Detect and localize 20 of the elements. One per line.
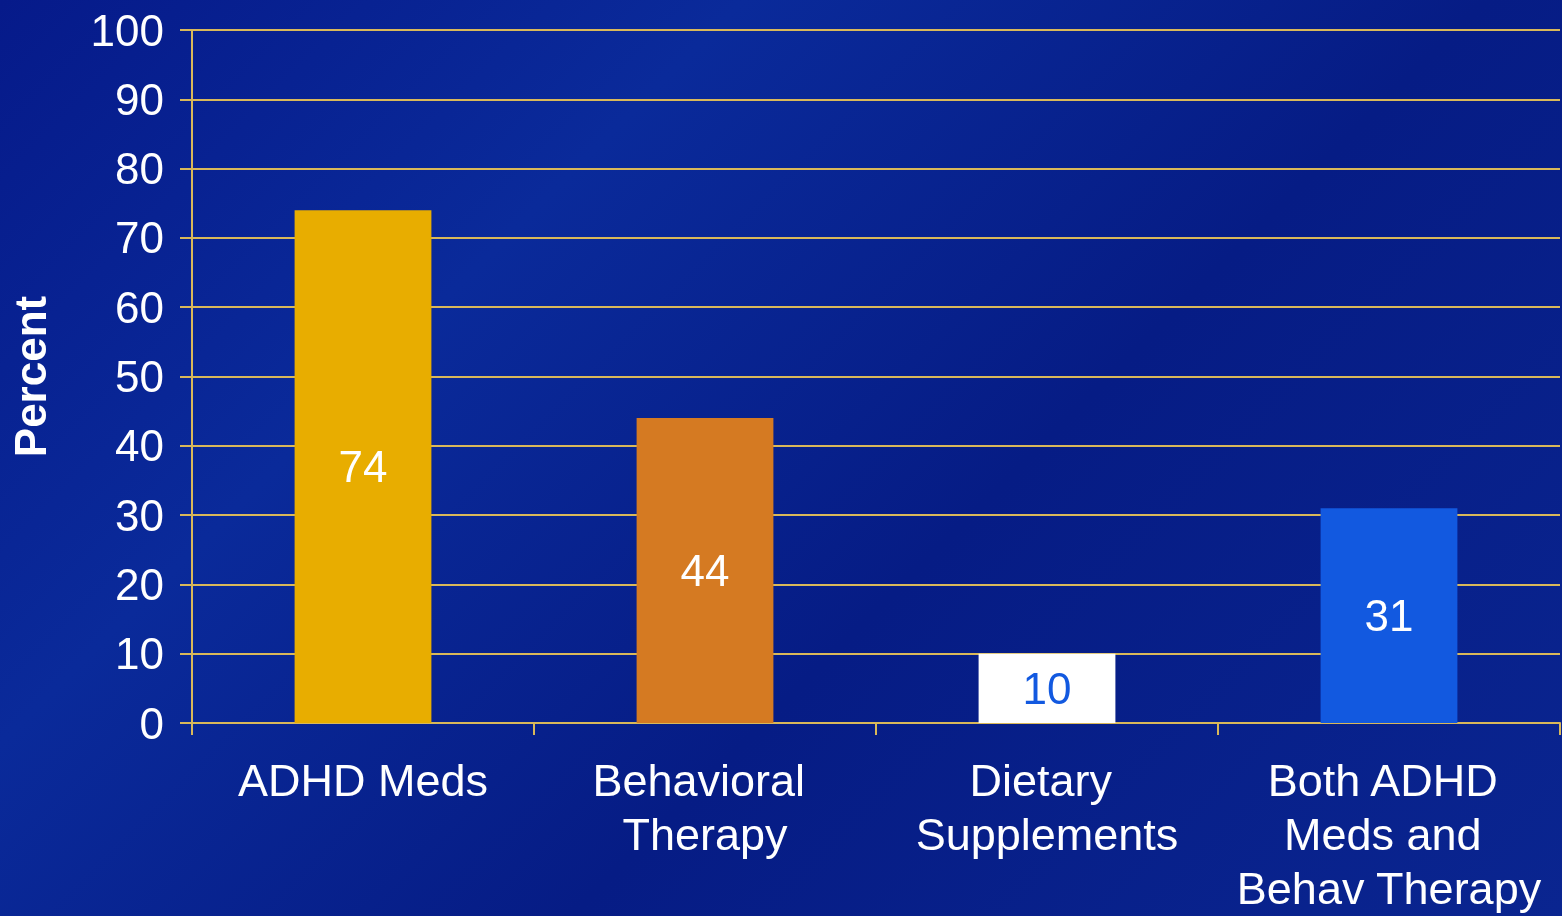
- y-tick-label: 10: [115, 629, 164, 679]
- data-label: 44: [680, 546, 730, 596]
- y-tick-label: 90: [115, 74, 164, 124]
- y-tick-label: 20: [115, 559, 164, 609]
- x-tick-label: Behavioral Therapy: [592, 754, 818, 860]
- x-tick-label: ADHD Meds: [237, 754, 489, 806]
- data-label: 10: [1022, 663, 1072, 713]
- y-tick-label: 50: [115, 352, 164, 401]
- y-tick-label: 60: [115, 282, 164, 332]
- data-label: 31: [1364, 591, 1414, 641]
- y-tick-label: 40: [115, 421, 164, 471]
- data-label: 74: [338, 442, 388, 492]
- y-tick-label: 80: [115, 144, 164, 194]
- y-tick-label: 70: [115, 213, 164, 263]
- x-tick-label: Both ADHD Meds and Behav Therapy: [1236, 754, 1542, 914]
- y-tick-label: 30: [115, 490, 164, 540]
- x-tick-label: Dietary Supplements: [915, 754, 1179, 860]
- y-tick-label: 100: [90, 5, 164, 55]
- y-axis-title: Percent: [5, 295, 55, 458]
- y-tick-label: 0: [139, 698, 164, 748]
